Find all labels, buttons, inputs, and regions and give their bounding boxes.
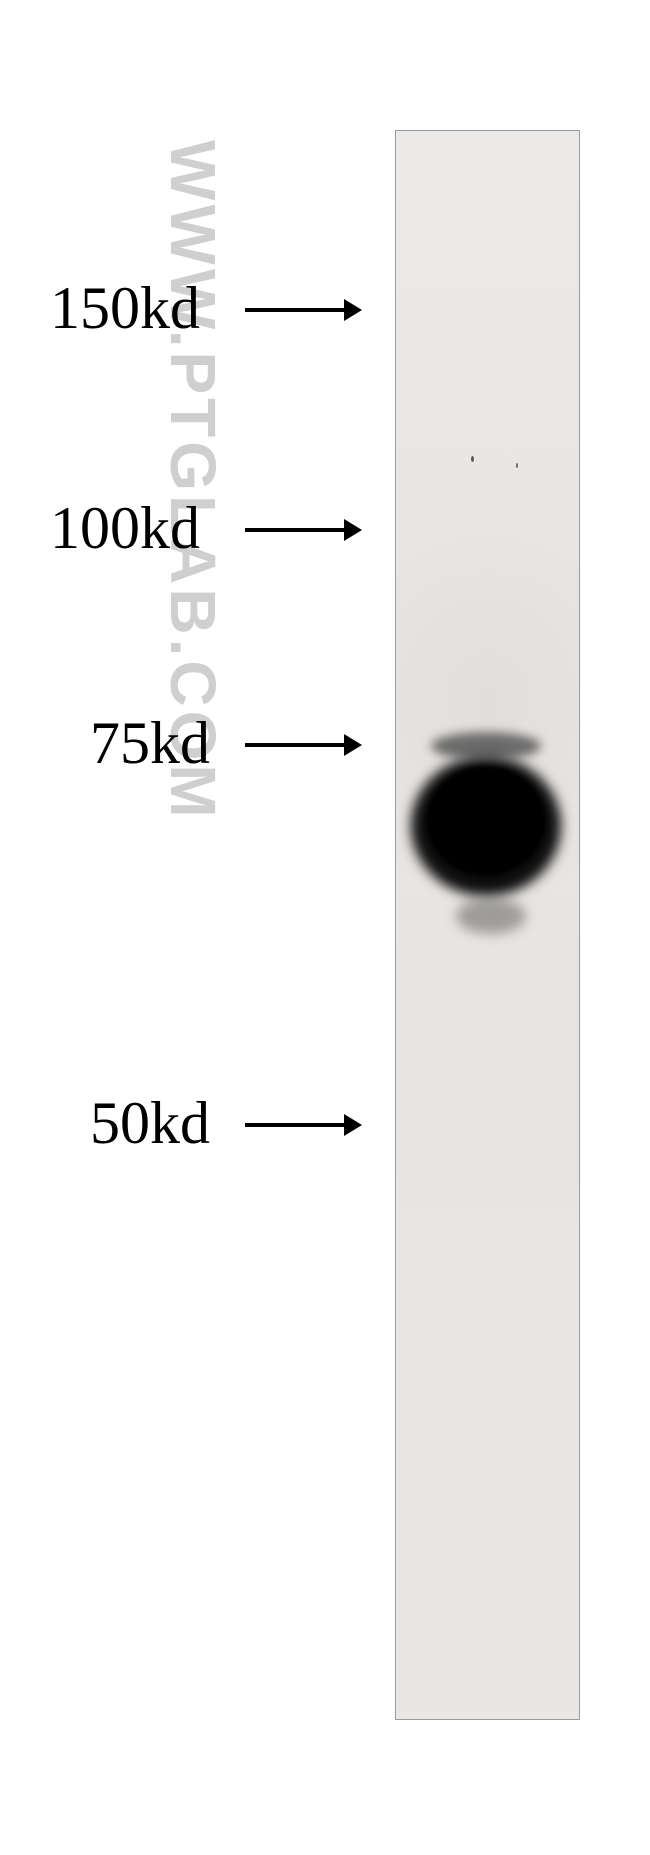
arrow-line: [245, 308, 346, 312]
arrow-head-icon: [344, 1114, 362, 1136]
mw-marker-label: 150kd: [50, 274, 200, 343]
arrow-icon: [245, 743, 360, 747]
arrow-line: [245, 743, 346, 747]
arrow-head-icon: [344, 299, 362, 321]
mw-marker-75kd: 75kd: [0, 709, 360, 781]
protein-band-1: [426, 766, 546, 876]
mw-marker-150kd: 150kd: [0, 274, 360, 346]
mw-marker-label: 75kd: [90, 709, 210, 778]
mw-marker-label: 50kd: [90, 1089, 210, 1158]
arrow-line: [245, 1123, 346, 1127]
arrow-icon: [245, 308, 360, 312]
arrow-head-icon: [344, 519, 362, 541]
mw-marker-50kd: 50kd: [0, 1089, 360, 1161]
arrow-icon: [245, 1123, 360, 1127]
arrow-icon: [245, 528, 360, 532]
protein-band-2: [431, 732, 541, 760]
protein-band-3: [456, 898, 526, 934]
speck-0: [471, 456, 474, 462]
blot-lane: [395, 130, 580, 1720]
mw-marker-100kd: 100kd: [0, 494, 360, 566]
arrow-head-icon: [344, 734, 362, 756]
arrow-line: [245, 528, 346, 532]
speck-1: [516, 463, 518, 468]
mw-marker-label: 100kd: [50, 494, 200, 563]
